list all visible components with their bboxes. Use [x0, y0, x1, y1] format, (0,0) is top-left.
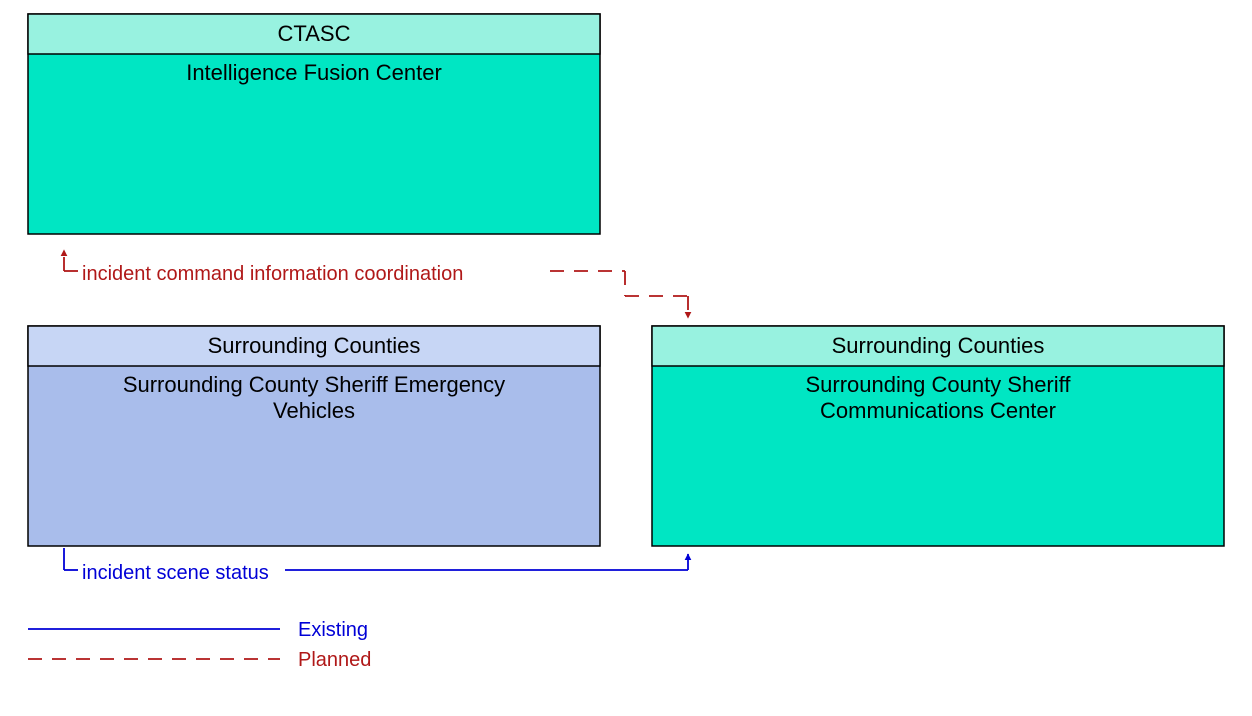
node-header-text: CTASC — [278, 21, 351, 46]
flow-existing: incident scene status — [64, 548, 688, 584]
node-body-line: Vehicles — [273, 398, 355, 423]
node-body-line: Communications Center — [820, 398, 1056, 423]
node-top: CTASC Intelligence Fusion Center — [28, 14, 600, 234]
node-header-text: Surrounding Counties — [832, 333, 1045, 358]
legend-label: Planned — [298, 649, 371, 671]
node-header-text: Surrounding Counties — [208, 333, 421, 358]
flow-planned: incident command information coordinatio… — [64, 250, 688, 318]
node-body-line: Surrounding County Sheriff — [806, 372, 1072, 397]
flow-label: incident scene status — [82, 562, 269, 584]
flow-label: incident command information coordinatio… — [82, 263, 463, 285]
node-body-line: Surrounding County Sheriff Emergency — [123, 372, 505, 397]
node-right: Surrounding Counties Surrounding County S… — [652, 326, 1224, 546]
legend: Existing Planned — [28, 619, 371, 671]
node-left: Surrounding Counties Surrounding County S… — [28, 326, 600, 546]
legend-label: Existing — [298, 619, 368, 641]
node-body-line: Intelligence Fusion Center — [186, 60, 442, 85]
